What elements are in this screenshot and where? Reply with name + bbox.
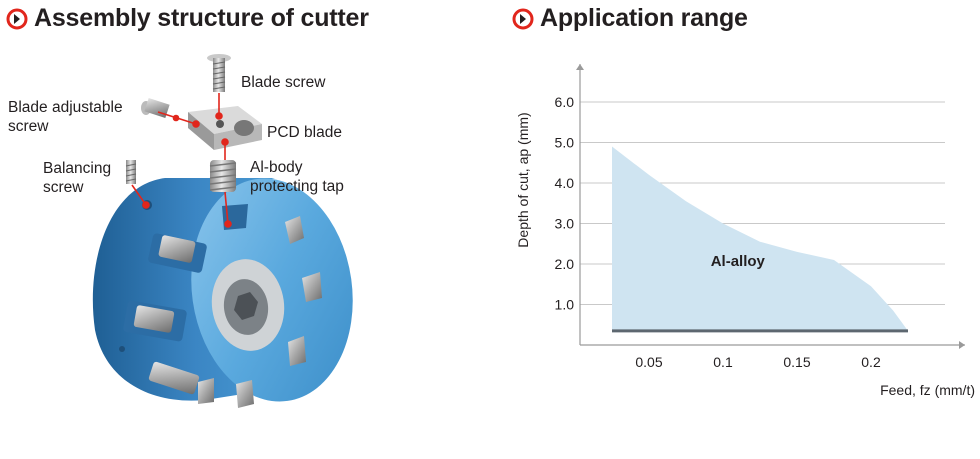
chart-axes bbox=[576, 64, 965, 349]
series-area-al-alloy bbox=[612, 146, 908, 331]
y-axis-label: Depth of cut, ap (mm) bbox=[515, 112, 531, 247]
assembly-leader-lines bbox=[131, 93, 232, 228]
insert-pocket bbox=[133, 305, 175, 333]
area-label-al-alloy: Al-alloy bbox=[711, 253, 766, 270]
x-tick-labels: 0.050.10.150.20.3 bbox=[635, 354, 881, 370]
label-balancing-screw-line2: screw bbox=[43, 179, 84, 196]
x-tick-label: 0.1 bbox=[713, 354, 733, 370]
blade-screw-part bbox=[207, 54, 231, 92]
x-tick-label: 0.15 bbox=[783, 354, 810, 370]
assembly-title: Assembly structure of cutter bbox=[34, 4, 369, 32]
y-tick-label: 2.0 bbox=[555, 256, 575, 272]
label-blade-screw: Blade screw bbox=[241, 74, 326, 91]
y-tick-label: 1.0 bbox=[555, 297, 575, 313]
label-al-body-tap-line1: Al-body bbox=[250, 159, 303, 176]
label-blade-adjustable-screw-line2: screw bbox=[8, 118, 49, 135]
x-tick-label: 0.05 bbox=[635, 354, 662, 370]
y-axis-arrow bbox=[576, 64, 584, 70]
cutter-assembly-illustration bbox=[92, 54, 353, 408]
label-blade-adjustable-screw-line1: Blade adjustable bbox=[8, 99, 123, 116]
x-axis-arrow bbox=[959, 341, 965, 349]
label-balancing-screw-line1: Balancing bbox=[43, 160, 112, 177]
balancing-screw-part bbox=[125, 160, 137, 184]
label-al-body-tap-line2: protecting tap bbox=[250, 178, 344, 195]
al-body-tap-part bbox=[209, 160, 237, 192]
y-tick-label: 4.0 bbox=[555, 175, 575, 191]
application-title: Application range bbox=[540, 4, 748, 32]
arrow-circle-icon bbox=[512, 8, 534, 29]
y-tick-label: 5.0 bbox=[555, 135, 575, 151]
x-tick-label: 0.2 bbox=[861, 354, 881, 370]
y-tick-labels: 1.0 2.0 3.0 4.0 5.0 6.0 bbox=[555, 94, 575, 313]
application-range-chart: 1.02.03.04.05.06.0 0.050.10.150.20.3 Al-… bbox=[515, 64, 975, 398]
arrow-circle-icon bbox=[6, 8, 28, 29]
cutter-body bbox=[92, 178, 353, 408]
y-tick-label: 6.0 bbox=[555, 94, 575, 110]
assembly-heading: Assembly structure of cutter bbox=[6, 4, 369, 33]
label-pcd-blade: PCD blade bbox=[267, 124, 342, 141]
y-tick-label: 3.0 bbox=[555, 216, 575, 232]
x-axis-label: Feed, fz (mm/t) bbox=[880, 382, 975, 398]
application-heading: Application range bbox=[512, 4, 748, 33]
insert-pocket bbox=[158, 235, 196, 263]
